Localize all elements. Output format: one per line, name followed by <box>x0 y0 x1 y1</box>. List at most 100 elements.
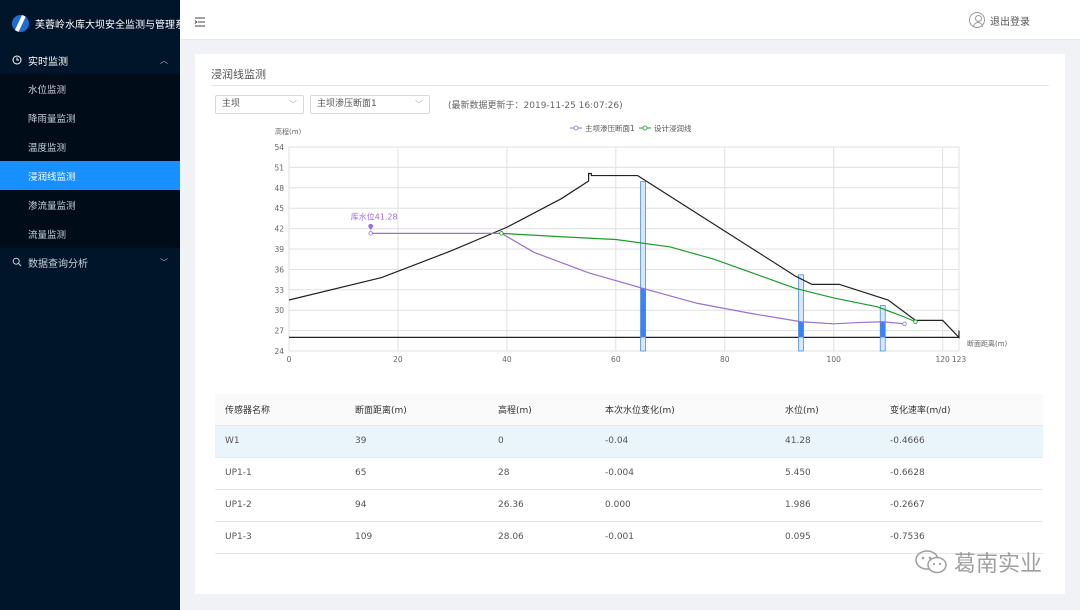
piezometer-water-fill <box>880 321 886 338</box>
section-select[interactable]: 主坝渗压断面1 ﹀ <box>310 95 430 114</box>
table-row[interactable]: UP1-3 109 28.06 -0.001 0.095 -0.7536 <box>215 521 1043 554</box>
y-tick-label: 51 <box>274 163 284 172</box>
menu-toggle-icon[interactable] <box>194 13 206 27</box>
cell-water-level: 41.28 <box>775 425 880 458</box>
cell-sensor-name: UP1-3 <box>215 521 345 554</box>
x-tick-label: 80 <box>720 355 730 364</box>
chevron-up-icon: ︿ <box>160 56 168 65</box>
divider <box>211 85 1049 86</box>
sidebar-item-label: 降雨量监测 <box>28 113 76 125</box>
x-tick-label: 60 <box>611 355 621 364</box>
cell-change-rate: -0.2667 <box>880 489 1043 522</box>
series-line-0 <box>370 232 905 325</box>
x-tick-label: 123 <box>952 355 967 364</box>
y-tick-label: 36 <box>274 265 284 274</box>
x-tick-label: 40 <box>502 355 512 364</box>
cell-level-change: -0.04 <box>595 425 775 458</box>
menu-group-realtime[interactable]: 实时监测 ︿ <box>0 46 180 74</box>
cell-change-rate: -0.7536 <box>880 521 1043 554</box>
menu-group-label: 实时监测 <box>28 56 68 68</box>
search-icon <box>12 257 22 267</box>
y-tick-label: 45 <box>274 204 284 213</box>
cell-elevation: 26.36 <box>488 489 595 522</box>
col-distance: 断面距离(m) <box>345 394 488 426</box>
legend-swatch-point <box>573 125 579 131</box>
wechat-icon <box>915 550 947 574</box>
sensor-table: 传感器名称 断面距离(m) 高程(m) 本次水位变化(m) 水位(m) 变化速率… <box>215 394 1043 554</box>
sidebar-item-temperature[interactable]: 温度监测 <box>0 132 180 161</box>
piezometer-tube <box>798 274 804 352</box>
section-select-value: 主坝渗压断面1 <box>317 99 377 109</box>
user-icon <box>969 12 985 28</box>
table-row[interactable]: UP1-2 94 26.36 0.000 1.986 -0.2667 <box>215 489 1043 522</box>
watermark: 葛南实业 <box>914 546 1042 578</box>
piezometer-tube <box>640 181 646 352</box>
cell-sensor-name: UP1-2 <box>215 489 345 522</box>
chevron-down-icon: ﹀ <box>160 258 168 267</box>
y-tick-label: 30 <box>274 306 284 315</box>
table-row[interactable]: W1 39 0 -0.04 41.28 -0.4666 <box>215 425 1043 458</box>
sidebar-item-label: 浸润线监测 <box>28 171 76 183</box>
x-tick-label: 120 <box>935 355 950 364</box>
table-row[interactable]: UP1-1 65 28 -0.004 5.450 -0.6628 <box>215 457 1043 490</box>
cell-sensor-name: UP1-1 <box>215 457 345 490</box>
app-title: 芙蓉岭水库大坝安全监测与管理系统 <box>35 19 195 31</box>
menu-group-label: 数据查询分析 <box>28 258 88 270</box>
y-tick-label: 42 <box>274 225 284 234</box>
sidebar-item-label: 温度监测 <box>28 142 67 154</box>
sidebar-item-flow[interactable]: 流量监测 <box>0 219 180 248</box>
cell-distance: 109 <box>345 521 488 554</box>
menu-group-query[interactable]: 数据查询分析 ﹀ <box>0 248 180 276</box>
legend-label: 设计浸润线 <box>654 123 692 133</box>
sidebar-item-seepage-flow[interactable]: 渗流量监测 <box>0 190 180 219</box>
y-tick-label: 27 <box>274 327 284 336</box>
series-point-0 <box>902 321 907 326</box>
col-elevation: 高程(m) <box>488 394 595 426</box>
col-water-level: 水位(m) <box>775 394 880 426</box>
cell-distance: 94 <box>345 489 488 522</box>
cell-sensor-name: W1 <box>215 425 345 458</box>
submenu: 水位监测 降雨量监测 温度监测 浸润线监测 渗流量监测 流量监测 <box>0 74 180 248</box>
cell-distance: 65 <box>345 457 488 490</box>
dam-select-value: 主坝 <box>222 99 241 109</box>
piezometer-water-fill <box>640 288 646 338</box>
sidebar-item-label: 水位监测 <box>28 84 67 96</box>
annotation-label: 库水位41.28 <box>351 211 398 221</box>
cell-water-level: 0.095 <box>775 521 880 554</box>
dam-select[interactable]: 主坝 ﹀ <box>215 95 304 114</box>
annotation-marker <box>368 223 374 231</box>
y-tick-label: 33 <box>274 286 284 295</box>
series-line-1 <box>501 232 916 323</box>
cell-change-rate: -0.4666 <box>880 425 1043 458</box>
cell-water-level: 1.986 <box>775 489 880 522</box>
sidebar-item-seepage-line[interactable]: 浸润线监测 <box>0 161 180 190</box>
top-header: 退出登录 <box>180 0 1080 40</box>
sidebar-item-water-level[interactable]: 水位监测 <box>0 74 180 103</box>
series-point-0 <box>368 231 373 236</box>
sidebar-item-rainfall[interactable]: 降雨量监测 <box>0 103 180 132</box>
clock-icon <box>12 55 22 65</box>
col-level-change: 本次水位变化(m) <box>595 394 775 426</box>
cell-elevation: 0 <box>488 425 595 458</box>
col-change-rate: 变化速率(m/d) <box>880 394 1043 426</box>
x-tick-label: 100 <box>827 355 842 364</box>
brand: 芙蓉岭水库大坝安全监测与管理系统 <box>0 0 195 46</box>
table-header-row: 传感器名称 断面距离(m) 高程(m) 本次水位变化(m) 水位(m) 变化速率… <box>215 394 1043 426</box>
cell-elevation: 28 <box>488 457 595 490</box>
y-tick-label: 54 <box>274 143 284 152</box>
cell-level-change: -0.004 <box>595 457 775 490</box>
x-tick-label: 0 <box>287 355 292 364</box>
dam-profile-line <box>288 172 960 339</box>
y-tick-label: 48 <box>274 184 284 193</box>
y-tick-label: 39 <box>274 245 284 254</box>
logout-button[interactable]: 退出登录 <box>969 12 1030 28</box>
legend-swatch-point <box>642 125 648 131</box>
y-axis-title: 高程(m) <box>275 127 302 136</box>
chevron-down-icon: ﹀ <box>289 100 297 109</box>
series-point-1 <box>499 231 504 236</box>
update-timestamp: (最新数据更新于：2019-11-25 16:07:26) <box>448 101 623 111</box>
cell-elevation: 28.06 <box>488 521 595 554</box>
x-axis-title: 断面距离(m) <box>967 339 1008 348</box>
legend-label: 主坝渗压断面1 <box>585 123 635 133</box>
col-sensor-name: 传感器名称 <box>215 394 345 426</box>
